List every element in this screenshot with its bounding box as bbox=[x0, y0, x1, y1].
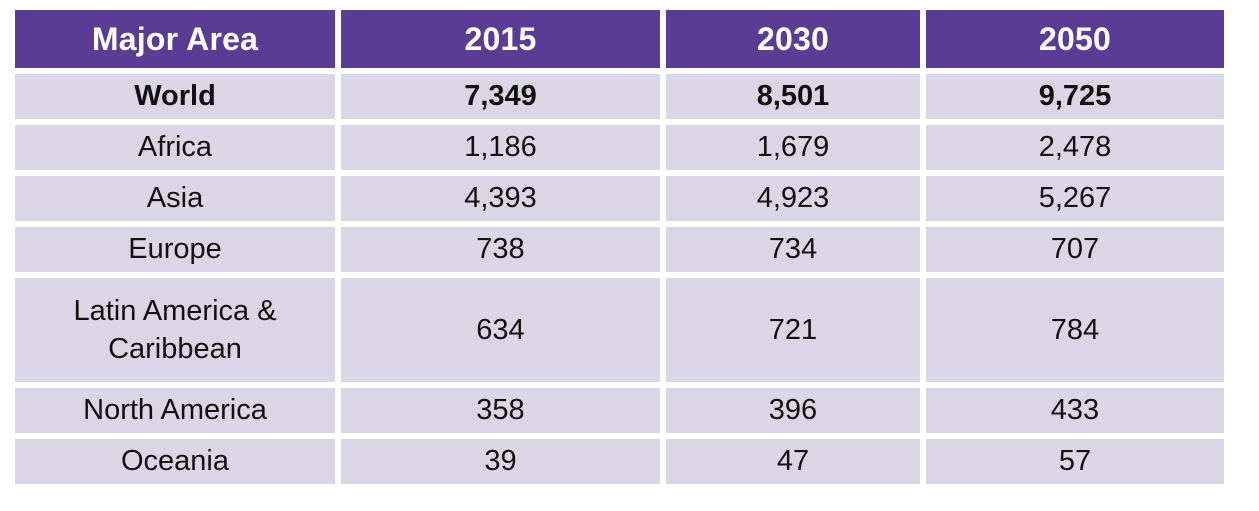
table-cell: 4,923 bbox=[663, 173, 923, 224]
table-cell: 396 bbox=[663, 385, 923, 436]
table-cell: 8,501 bbox=[663, 71, 923, 122]
table-cell: 1,679 bbox=[663, 122, 923, 173]
table-cell: 47 bbox=[663, 436, 923, 487]
row-label-cell: Oceania bbox=[12, 436, 338, 487]
row-label-cell: Asia bbox=[12, 173, 338, 224]
table-row-asia: Asia 4,393 4,923 5,267 bbox=[12, 173, 1227, 224]
table-cell: 9,725 bbox=[923, 71, 1227, 122]
header-cell-2050: 2050 bbox=[923, 7, 1227, 71]
table-cell: 2,478 bbox=[923, 122, 1227, 173]
table-cell: 1,186 bbox=[338, 122, 663, 173]
table-cell: 707 bbox=[923, 224, 1227, 275]
row-label-cell: World bbox=[12, 71, 338, 122]
table-row-latin-america-caribbean: Latin America & Caribbean 634 721 784 bbox=[12, 275, 1227, 385]
table-cell: 358 bbox=[338, 385, 663, 436]
table-cell: 784 bbox=[923, 275, 1227, 385]
table-cell: 433 bbox=[923, 385, 1227, 436]
table-cell: 634 bbox=[338, 275, 663, 385]
table-row-europe: Europe 738 734 707 bbox=[12, 224, 1227, 275]
table-cell: 721 bbox=[663, 275, 923, 385]
row-label-cell: Africa bbox=[12, 122, 338, 173]
row-label-cell: North America bbox=[12, 385, 338, 436]
table-row-north-america: North America 358 396 433 bbox=[12, 385, 1227, 436]
population-table: Major Area 2015 2030 2050 World 7,349 8,… bbox=[12, 7, 1227, 487]
table-cell: 734 bbox=[663, 224, 923, 275]
table-cell: 57 bbox=[923, 436, 1227, 487]
table-cell: 39 bbox=[338, 436, 663, 487]
table-row-world: World 7,349 8,501 9,725 bbox=[12, 71, 1227, 122]
table-cell: 738 bbox=[338, 224, 663, 275]
table-cell: 7,349 bbox=[338, 71, 663, 122]
row-label-cell: Latin America & Caribbean bbox=[12, 275, 338, 385]
header-cell-major-area: Major Area bbox=[12, 7, 338, 71]
header-cell-2015: 2015 bbox=[338, 7, 663, 71]
table-row-africa: Africa 1,186 1,679 2,478 bbox=[12, 122, 1227, 173]
header-cell-2030: 2030 bbox=[663, 7, 923, 71]
table-cell: 4,393 bbox=[338, 173, 663, 224]
table-row-oceania: Oceania 39 47 57 bbox=[12, 436, 1227, 487]
header-row: Major Area 2015 2030 2050 bbox=[12, 7, 1227, 71]
row-label-cell: Europe bbox=[12, 224, 338, 275]
table-cell: 5,267 bbox=[923, 173, 1227, 224]
